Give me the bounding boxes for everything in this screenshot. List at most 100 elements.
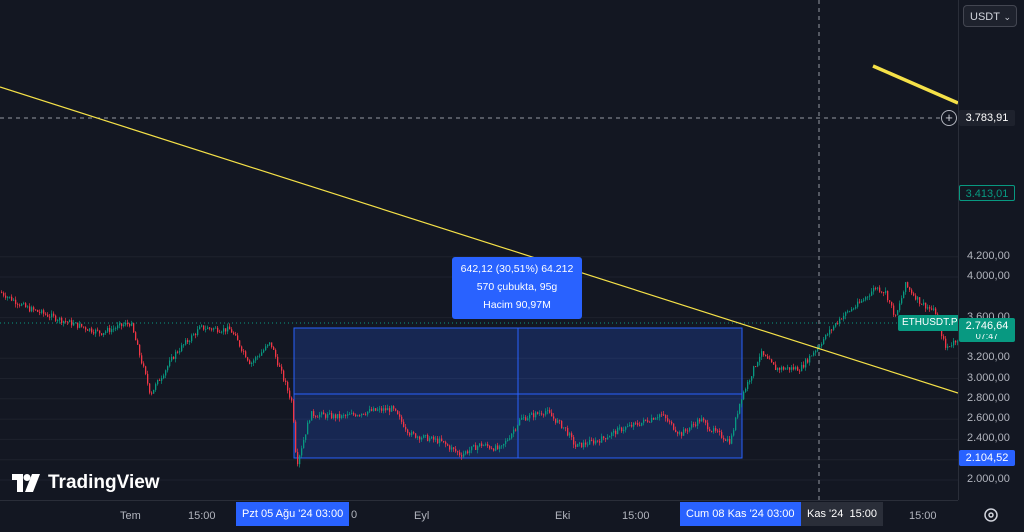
- candle-body: [721, 432, 723, 438]
- candle-body: [239, 340, 241, 347]
- candle-body: [687, 430, 689, 432]
- candle-body: [259, 355, 261, 357]
- candle-body: [103, 333, 105, 336]
- price-chart[interactable]: [0, 0, 958, 500]
- candle-body: [137, 340, 139, 345]
- tradingview-logo[interactable]: TradingView: [12, 471, 160, 495]
- candle-body: [273, 347, 275, 350]
- candle-body: [21, 303, 23, 306]
- candle-body: [753, 366, 755, 377]
- candle-body: [797, 367, 799, 371]
- candle-body: [637, 423, 639, 425]
- candle-body: [99, 330, 101, 334]
- candle-body: [839, 318, 841, 324]
- candle-body: [713, 428, 715, 432]
- candle-body: [221, 331, 223, 333]
- candle-body: [55, 315, 57, 321]
- candle-body: [765, 354, 767, 357]
- candle-body: [65, 320, 67, 322]
- candle-body: [63, 320, 65, 323]
- candle-body: [225, 328, 227, 332]
- candle-body: [349, 414, 351, 415]
- candle-body: [215, 327, 217, 329]
- candle-body: [853, 308, 855, 310]
- candle-body: [117, 325, 119, 329]
- candle-body: [317, 416, 319, 418]
- candle-body: [795, 367, 797, 370]
- candle-body: [693, 424, 695, 426]
- candle-body: [105, 331, 107, 334]
- candle-body: [379, 408, 381, 410]
- price-tick-label: 4.200,00: [967, 249, 1010, 262]
- candle-body: [153, 389, 155, 394]
- candle-body: [509, 438, 511, 440]
- kas-time-text: 15:00: [849, 508, 878, 520]
- candle-body: [837, 323, 839, 325]
- crosshair-time-label: Pzt 05 Ağu '24 03:00: [236, 502, 350, 526]
- candle-body: [515, 429, 517, 431]
- candle-body: [689, 427, 691, 431]
- price-tick-label: 4.000,00: [967, 270, 1010, 282]
- price-axis[interactable]: 4.200,00 4.000,00 3.600,00 3.200,00 3.000,00…: [958, 0, 1024, 500]
- candle-body: [953, 340, 955, 346]
- candle-body: [265, 346, 267, 351]
- candle-body: [251, 362, 253, 364]
- candle-body: [857, 301, 859, 307]
- candle-body: [193, 334, 195, 336]
- candle-body: [47, 314, 49, 317]
- candlestick-series: [1, 281, 958, 468]
- candle-body: [731, 435, 733, 444]
- candle-body: [11, 296, 13, 301]
- candle-body: [929, 307, 931, 309]
- candle-body: [323, 412, 325, 415]
- candle-body: [141, 355, 143, 364]
- settings-icon[interactable]: [982, 506, 1000, 524]
- candle-body: [817, 347, 819, 351]
- candle-body: [899, 303, 901, 311]
- logo-text: TradingView: [48, 472, 160, 493]
- candle-body: [249, 360, 251, 364]
- candle-body: [955, 340, 957, 343]
- candle-body: [915, 295, 917, 300]
- current-price-label: 2.746,64: [959, 318, 1015, 334]
- time-tick-label: 15:00: [622, 510, 650, 522]
- candle-body: [659, 414, 661, 418]
- candle-body: [711, 431, 713, 432]
- candle-body: [527, 418, 529, 421]
- candle-body: [181, 345, 183, 352]
- candle-body: [107, 327, 109, 332]
- candle-body: [183, 344, 185, 346]
- candle-body: [683, 429, 685, 436]
- candle-body: [345, 415, 347, 417]
- candle-body: [211, 328, 213, 330]
- candle-body: [759, 356, 761, 363]
- candle-body: [79, 323, 81, 328]
- candle-body: [247, 357, 249, 361]
- candle-body: [619, 427, 621, 429]
- candle-body: [287, 382, 289, 391]
- tooltip-line-volume: Hacim 90,97M: [483, 299, 551, 311]
- plus-circle-icon[interactable]: +: [941, 110, 957, 126]
- candle-body: [291, 397, 293, 401]
- candle-body: [145, 366, 147, 374]
- candle-body: [161, 378, 163, 381]
- candle-body: [401, 416, 403, 422]
- candle-body: [949, 346, 951, 348]
- candle-body: [363, 413, 365, 415]
- candle-body: [451, 447, 453, 450]
- candle-body: [847, 311, 849, 313]
- candle-body: [187, 340, 189, 342]
- candle-body: [339, 414, 341, 419]
- candle-body: [279, 365, 281, 367]
- candle-body: [809, 355, 811, 363]
- candle-body: [373, 408, 375, 411]
- candle-body: [477, 446, 479, 450]
- candle-body: [381, 408, 383, 411]
- candle-body: [729, 438, 731, 444]
- candle-body: [577, 443, 579, 447]
- candle-body: [575, 444, 577, 447]
- currency-select[interactable]: USDT ⌄: [963, 5, 1017, 27]
- candle-body: [191, 335, 193, 342]
- candle-body: [163, 375, 165, 379]
- price-tick-label: 3.200,00: [967, 351, 1010, 364]
